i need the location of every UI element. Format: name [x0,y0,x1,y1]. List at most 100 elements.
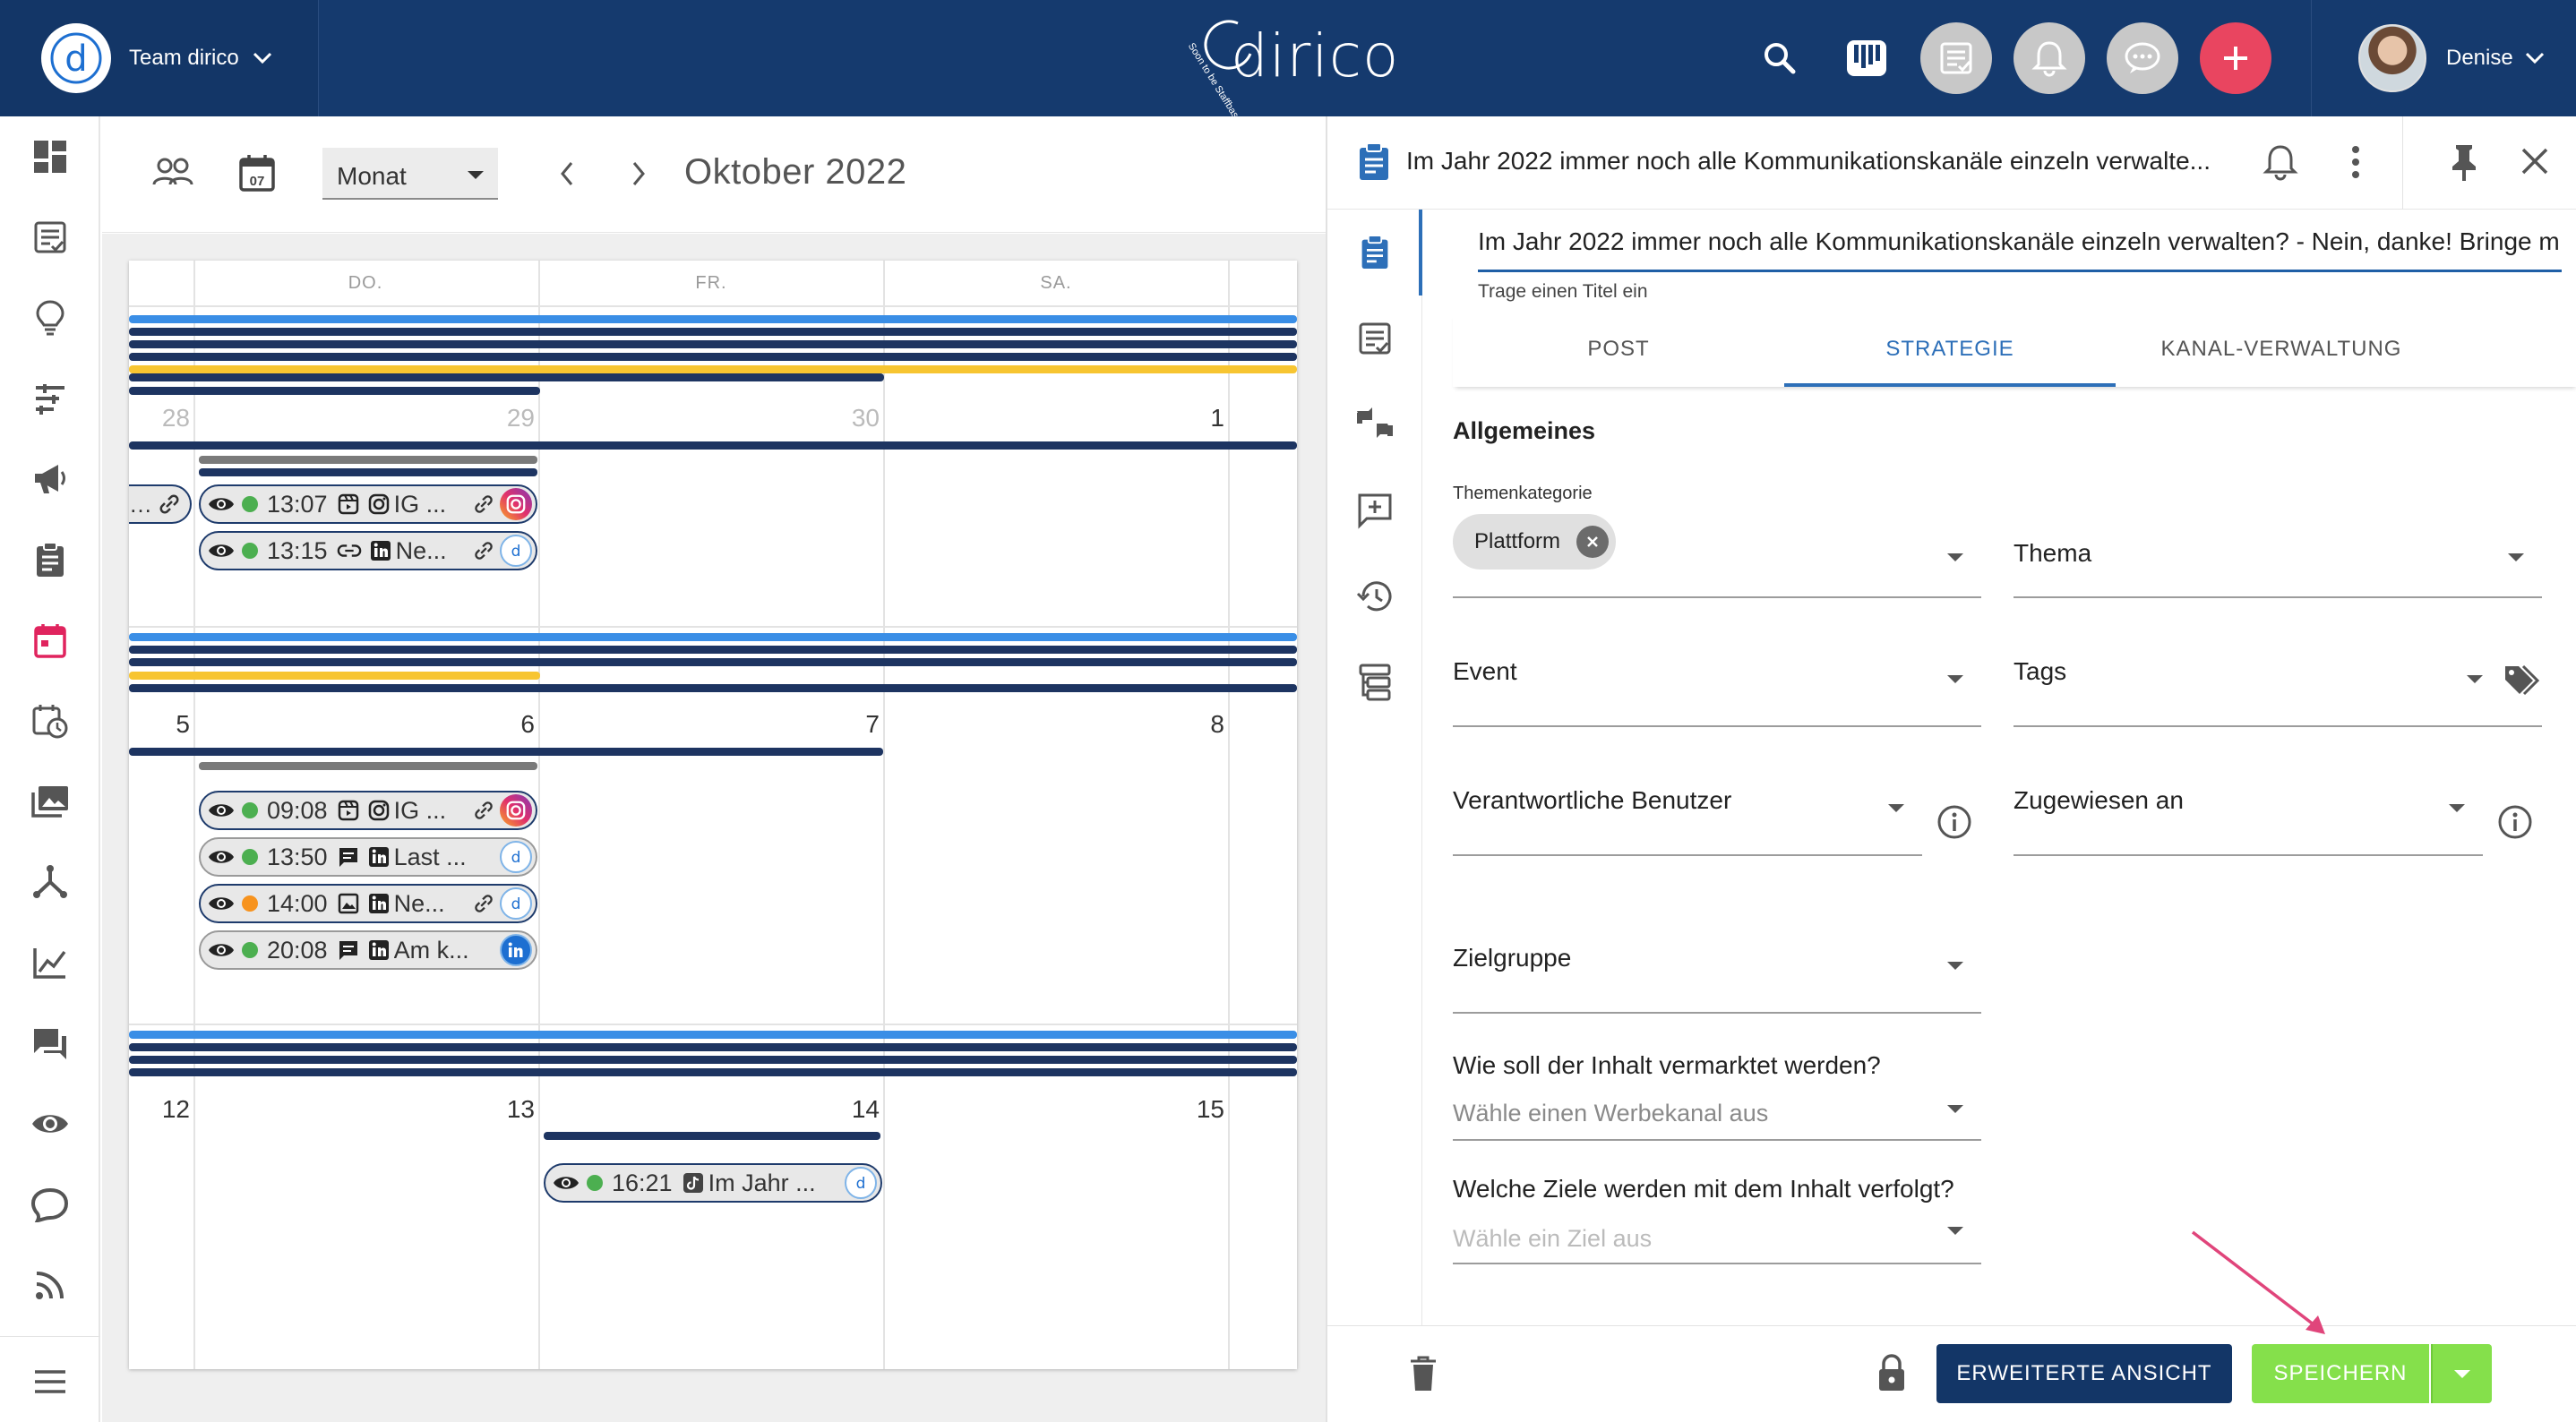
multiday-event-bar[interactable] [129,1031,1297,1039]
multiday-event-bar[interactable] [129,684,1297,692]
menu-toggle[interactable] [0,1341,100,1422]
reel-icon [338,493,358,515]
zugewiesen-field[interactable]: Zugewiesen an [2014,740,2483,856]
delete-button[interactable] [1408,1355,1438,1392]
event-field[interactable]: Event [1453,611,1981,727]
strategy-form: Allgemeines Themenkategorie Plattform Th… [1422,387,2576,1322]
close-button[interactable] [2519,145,2551,177]
multiday-event-bar[interactable] [129,365,1297,373]
info-icon[interactable] [2497,804,2533,840]
subscribe-button[interactable] [2263,141,2298,183]
nav-media[interactable] [0,761,100,842]
create-button[interactable] [2200,22,2271,94]
multiday-event-bar[interactable] [129,672,540,680]
info-icon[interactable] [1936,804,1972,840]
calendar-event[interactable]: 13:15 Ne... d [199,531,537,570]
tab-post[interactable]: POST [1587,337,1650,361]
chevron-right-icon [632,162,645,185]
multiday-event-bar[interactable] [129,658,1297,666]
save-button[interactable]: SPEICHERN [2252,1344,2429,1403]
nav-comments[interactable] [0,1003,100,1084]
multiday-event-bar[interactable] [129,1043,1297,1051]
save-options-button[interactable] [2431,1344,2492,1403]
calendar-event[interactable]: … [129,484,192,524]
lock-button[interactable] [1876,1353,1908,1394]
nav-posts[interactable] [0,197,100,278]
nav-dashboard[interactable] [0,116,100,197]
calendar-event[interactable]: 13:07 IG ... [199,484,537,524]
multiday-event-bar[interactable] [129,373,884,381]
multiday-event-bar[interactable] [544,1132,880,1140]
multiday-event-bar[interactable] [129,633,1297,641]
multiday-event-bar[interactable] [199,456,537,464]
nav-calendar[interactable] [0,600,100,681]
multiday-event-bar[interactable] [129,748,883,756]
nav-monitoring[interactable] [0,1084,100,1164]
nav-tasks[interactable] [0,519,100,600]
more-options-button[interactable] [2350,143,2361,181]
category-chip[interactable]: Plattform [1453,514,1617,570]
rail-add-comment[interactable] [1327,467,1422,553]
kanban-button[interactable] [1831,22,1902,94]
event-title: IG ... [393,796,447,824]
multiday-event-bar[interactable] [129,353,1297,361]
svg-text:07: 07 [250,174,265,189]
search-button[interactable] [1744,22,1816,94]
calendar-event[interactable]: 16:21 Im Jahr ... d [544,1163,882,1203]
panel-section-rail [1327,210,1422,1329]
verantwortliche-field[interactable]: Verantwortliche Benutzer [1453,740,1922,856]
tab-kanal-verwaltung[interactable]: KANAL-VERWALTUNG [2160,337,2402,361]
previous-month-button[interactable] [554,158,580,190]
calendar-event[interactable]: 13:50 Last ... d [199,837,537,877]
multiday-event-bar[interactable] [129,315,1297,323]
rail-details[interactable] [1327,210,1422,296]
nav-rss[interactable] [0,1245,100,1325]
thema-field[interactable]: Thema [2014,507,2542,598]
multiday-event-bar[interactable] [129,1068,1297,1076]
tasks-button[interactable] [1920,22,1992,94]
tags-field[interactable]: Tags [2014,611,2542,727]
rail-feedback[interactable] [1327,381,1422,467]
eye-icon [209,944,234,956]
chip-remove-button[interactable] [1576,526,1610,558]
nav-social[interactable] [0,1164,100,1245]
user-menu[interactable]: Denise [2311,0,2576,116]
nav-campaigns[interactable] [0,439,100,519]
multiday-event-bar[interactable] [129,1056,1297,1064]
themenkategorie-field[interactable]: Plattform [1453,507,1981,598]
zielgruppe-field[interactable]: Zielgruppe [1453,869,1981,1014]
multiday-event-bar[interactable] [129,328,1297,336]
rail-structure[interactable] [1327,639,1422,725]
nav-ideas[interactable] [0,278,100,358]
messages-button[interactable] [2107,22,2178,94]
nav-analytics[interactable] [0,922,100,1003]
werbekanal-select[interactable]: Wähle einen Werbekanal aus [1453,1089,1981,1141]
multiday-event-bar[interactable] [129,340,1297,348]
advanced-view-button[interactable]: ERWEITERTE ANSICHT [1936,1344,2232,1403]
multiday-event-bar[interactable] [129,387,540,395]
post-title-input[interactable]: Im Jahr 2022 immer noch alle Kommunikati… [1478,227,2562,272]
multiday-event-bar[interactable] [199,468,537,476]
today-button[interactable]: 07 [238,152,276,193]
team-switcher[interactable]: d Team dirico [0,0,319,116]
calendar-event[interactable]: 09:08 IG ... [199,791,537,830]
nav-schedule[interactable] [0,681,100,761]
users-filter-button[interactable] [152,154,193,190]
multiday-event-bar[interactable] [199,762,537,770]
multiday-event-bar[interactable] [129,646,1297,654]
chat-icon [2125,42,2160,73]
calendar-event[interactable]: 20:08 Am k... [199,930,537,970]
rail-approval[interactable] [1327,296,1422,381]
notifications-button[interactable] [2014,22,2085,94]
nav-network[interactable] [0,842,100,922]
multiday-event-bar[interactable] [129,441,1297,450]
rail-history[interactable] [1327,553,1422,639]
calendar-event[interactable]: 14:00 Ne... d [199,884,537,923]
nav-planning[interactable] [0,358,100,439]
pin-button[interactable] [2449,141,2479,183]
post-detail-panel: Im Jahr 2022 immer noch alle Kommunikati… [1326,116,2576,1422]
view-mode-select[interactable]: Monat [322,148,498,200]
next-month-button[interactable] [625,158,652,190]
tab-strategie[interactable]: STRATEGIE [1784,313,2116,387]
ziel-select[interactable]: Wähle ein Ziel aus [1453,1212,1981,1264]
